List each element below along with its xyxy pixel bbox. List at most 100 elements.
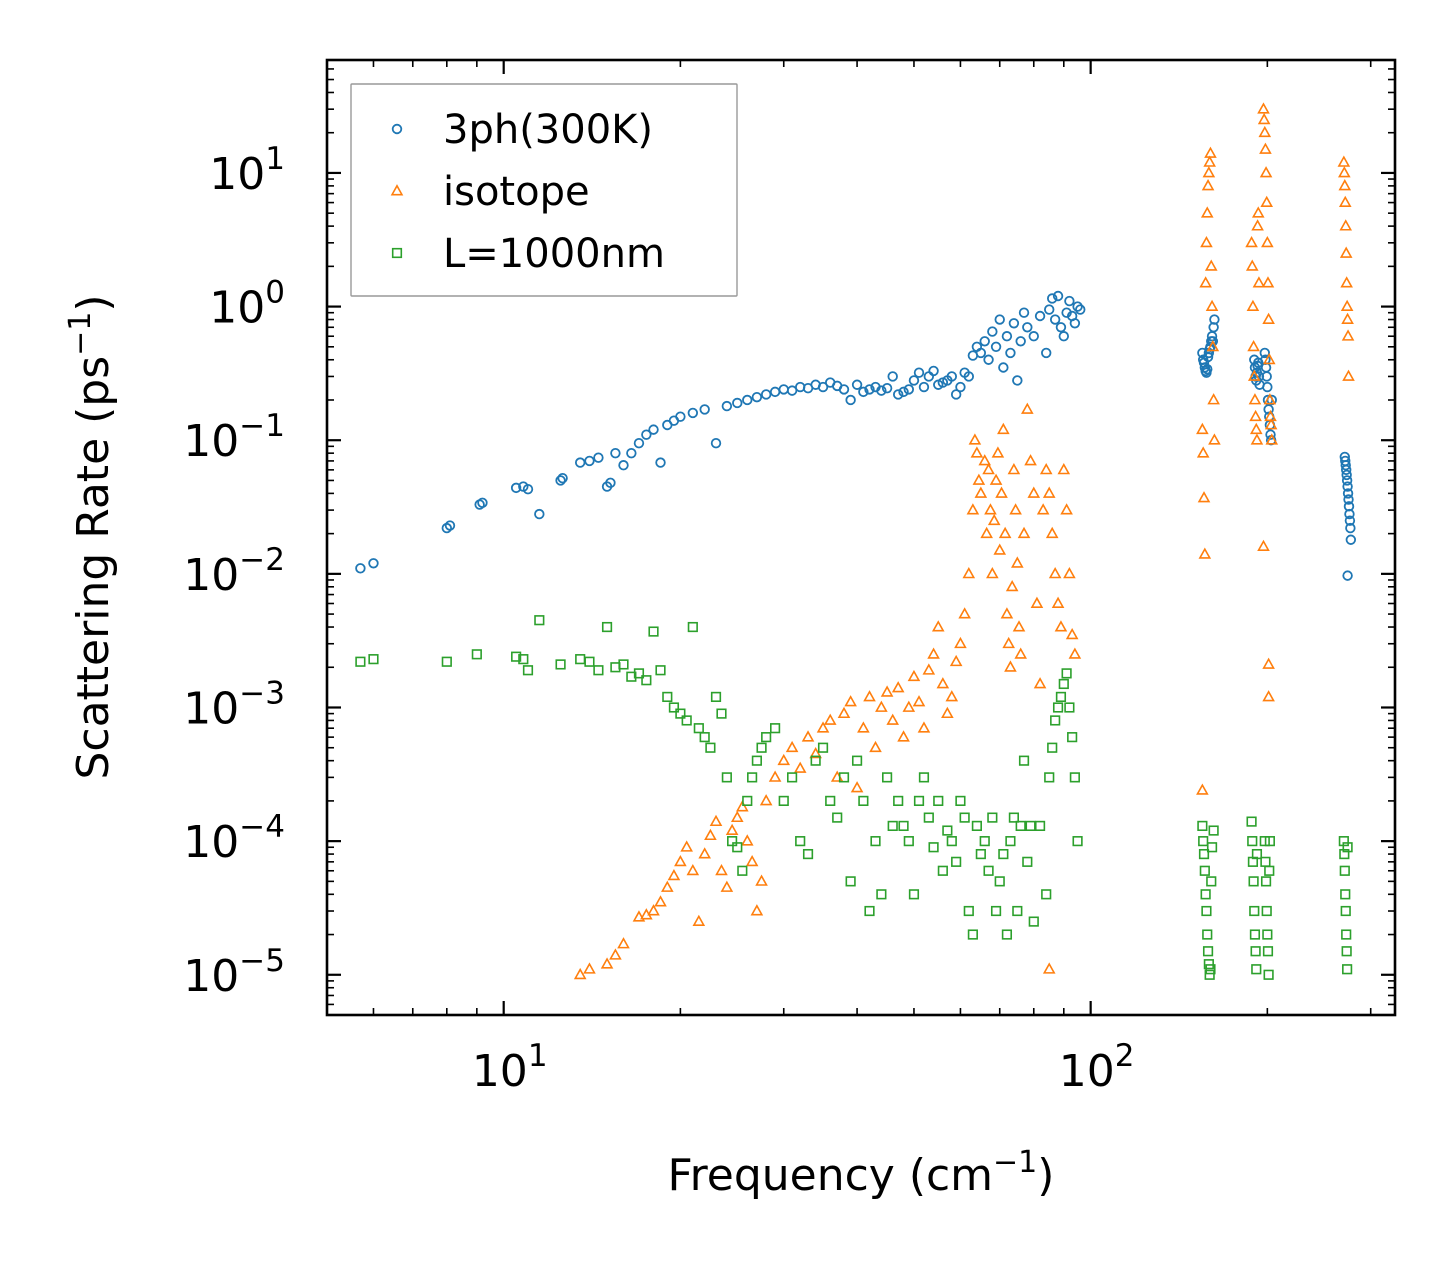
data-point-l-1000nm	[575, 654, 586, 665]
data-point-l-1000nm	[1200, 889, 1211, 900]
data-point-isotope	[704, 828, 717, 841]
data-point-l-1000nm	[1340, 889, 1351, 900]
data-point-l-1000nm	[770, 723, 781, 734]
data-point-isotope	[850, 781, 864, 793]
data-point-isotope	[927, 647, 940, 659]
data-point-l-1000nm	[838, 772, 850, 783]
data-point-isotope	[936, 677, 950, 689]
data-point-l-1000nm	[817, 742, 829, 753]
data-point-isotope	[1339, 219, 1353, 231]
data-point-l-1000nm	[887, 820, 898, 832]
data-point-isotope	[1030, 596, 1044, 608]
data-point-3ph-300k	[1047, 293, 1058, 304]
data-point-l-1000nm	[693, 723, 704, 734]
data-layer	[355, 102, 1357, 980]
data-point-l-1000nm	[699, 732, 710, 743]
data-point-isotope	[816, 721, 830, 733]
data-point-3ph-300k	[605, 477, 616, 489]
data-point-l-1000nm	[1340, 905, 1351, 917]
data-point-isotope	[1257, 539, 1270, 552]
y-tick-label: 10−5	[183, 943, 285, 1002]
data-point-l-1000nm	[1067, 732, 1078, 743]
data-point-l-1000nm	[1261, 905, 1272, 917]
data-point-l-1000nm	[1251, 848, 1263, 860]
data-point-isotope	[1265, 433, 1279, 445]
data-point-l-1000nm	[851, 755, 863, 766]
data-point-isotope	[1200, 235, 1213, 248]
data-point-isotope	[1196, 446, 1210, 458]
data-point-l-1000nm	[913, 795, 925, 807]
data-point-isotope	[1339, 246, 1353, 258]
data-point-isotope	[661, 880, 674, 892]
data-point-3ph-300k	[584, 455, 595, 467]
data-point-l-1000nm	[923, 812, 934, 823]
legend-label-3ph-300k: 3ph(300K)	[443, 107, 653, 153]
data-point-isotope	[1247, 339, 1260, 352]
data-point-l-1000nm	[1260, 856, 1271, 867]
y-tick-label: 10−2	[183, 542, 285, 601]
data-point-isotope	[777, 753, 791, 766]
data-point-3ph-300k	[1342, 481, 1353, 492]
data-point-isotope	[600, 957, 614, 969]
data-point-isotope	[1021, 402, 1034, 414]
data-point-l-1000nm	[1197, 820, 1208, 832]
data-point-3ph-300k	[1052, 290, 1064, 302]
data-point-3ph-300k	[355, 563, 366, 574]
data-point-isotope	[1341, 312, 1354, 324]
data-point-l-1000nm	[618, 659, 629, 670]
data-point-3ph-300k	[928, 365, 939, 377]
data-point-l-1000nm	[903, 836, 914, 847]
data-point-isotope	[987, 513, 1001, 526]
data-point-3ph-300k	[510, 482, 522, 494]
data-point-l-1000nm	[555, 659, 566, 670]
data-point-l-1000nm	[955, 795, 966, 807]
data-point-isotope	[1205, 299, 1219, 312]
data-point-isotope	[1252, 276, 1266, 288]
data-point-l-1000nm	[518, 654, 529, 665]
data-point-l-1000nm	[1205, 964, 1216, 975]
data-point-l-1000nm	[534, 615, 545, 626]
data-point-isotope	[1198, 547, 1212, 559]
data-point-3ph-300k	[751, 391, 763, 403]
data-point-3ph-300k	[477, 497, 488, 509]
data-point-3ph-300k	[1041, 347, 1052, 359]
data-point-3ph-300k	[881, 383, 893, 394]
data-point-isotope	[1033, 677, 1047, 689]
data-point-l-1000nm	[825, 795, 836, 807]
data-point-l-1000nm	[998, 848, 1009, 860]
data-point-isotope	[573, 967, 587, 980]
data-point-3ph-300k	[721, 400, 733, 412]
data-point-3ph-300k	[1069, 318, 1081, 329]
data-point-3ph-300k	[903, 384, 915, 395]
y-tick-label: 101	[209, 141, 285, 200]
data-point-l-1000nm	[1198, 848, 1210, 860]
data-point-isotope	[945, 690, 959, 702]
data-point-isotope	[692, 914, 706, 927]
data-point-l-1000nm	[1072, 836, 1083, 847]
data-point-l-1000nm	[1064, 702, 1075, 713]
data-point-isotope	[912, 695, 926, 707]
data-point-isotope	[1197, 491, 1211, 503]
data-point-l-1000nm	[937, 865, 948, 876]
data-point-3ph-300k	[1075, 304, 1086, 315]
data-point-isotope	[1036, 503, 1050, 515]
data-point-3ph-300k	[950, 389, 962, 400]
data-point-l-1000nm	[1260, 876, 1272, 887]
data-point-l-1000nm	[1041, 889, 1052, 900]
data-point-isotope	[997, 422, 1010, 435]
data-point-l-1000nm	[1012, 905, 1023, 917]
data-point-isotope	[958, 607, 971, 619]
data-point-isotope	[989, 473, 1003, 485]
data-point-isotope	[1257, 112, 1271, 125]
y-tick-label: 10−4	[183, 809, 285, 868]
data-point-isotope	[949, 654, 963, 667]
data-point-3ph-300k	[983, 354, 994, 365]
data-point-l-1000nm	[946, 836, 957, 847]
data-point-3ph-300k	[1344, 508, 1355, 520]
data-point-isotope	[1340, 276, 1353, 288]
data-point-3ph-300k	[1005, 347, 1016, 359]
data-point-isotope	[917, 721, 931, 733]
data-point-isotope	[1045, 526, 1059, 539]
data-point-isotope	[1042, 486, 1056, 498]
